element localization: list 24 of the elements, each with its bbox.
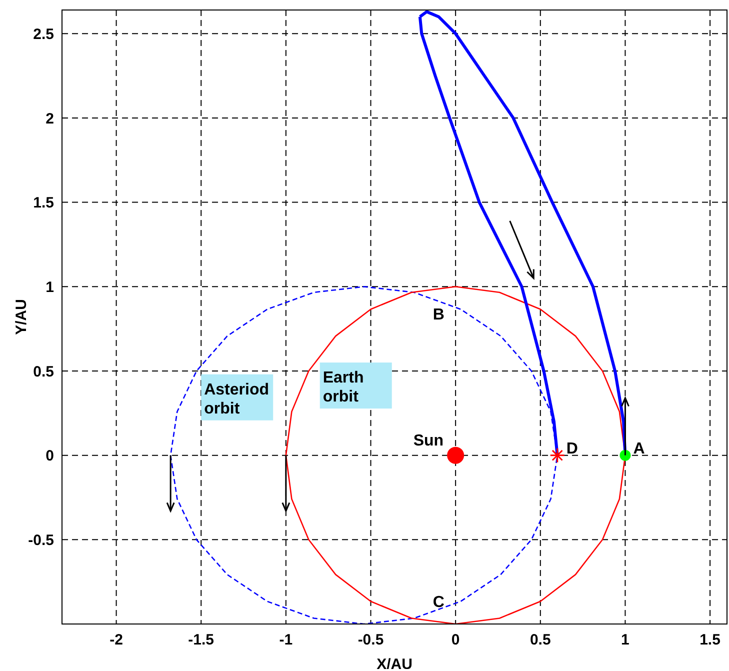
x-tick-label: 1.5 — [700, 632, 720, 649]
x-tick-label: 0.5 — [530, 632, 551, 649]
x-tick-label: 1 — [621, 632, 630, 649]
x-tick-label: -1.5 — [188, 632, 214, 649]
y-tick-label: 2 — [46, 110, 54, 128]
annotation: C — [432, 594, 445, 611]
y-tick-label: 2.5 — [33, 26, 54, 43]
y-tick-label: 1 — [46, 278, 54, 296]
series-label: Sun — [413, 432, 444, 450]
x-tick-label: -0.5 — [358, 632, 384, 649]
x-axis-title: X/AU — [376, 656, 412, 671]
y-tick-label: 1.5 — [33, 194, 54, 212]
annotation: B — [432, 306, 444, 324]
series-label: D — [566, 440, 578, 458]
y-axis-title: Y/AU — [12, 299, 30, 335]
y-tick-label: 0.5 — [33, 363, 54, 380]
series-label: Asteriod orbit — [204, 381, 270, 418]
y-tick-label: -0.5 — [28, 532, 54, 549]
x-tick-label: -1 — [279, 632, 293, 649]
y-tick-label: 0 — [46, 448, 54, 465]
series-label: Earth orbit — [322, 370, 364, 406]
x-tick-label: -2 — [110, 632, 123, 649]
series-label: A — [633, 440, 646, 458]
x-tick-label: 0 — [451, 632, 460, 649]
